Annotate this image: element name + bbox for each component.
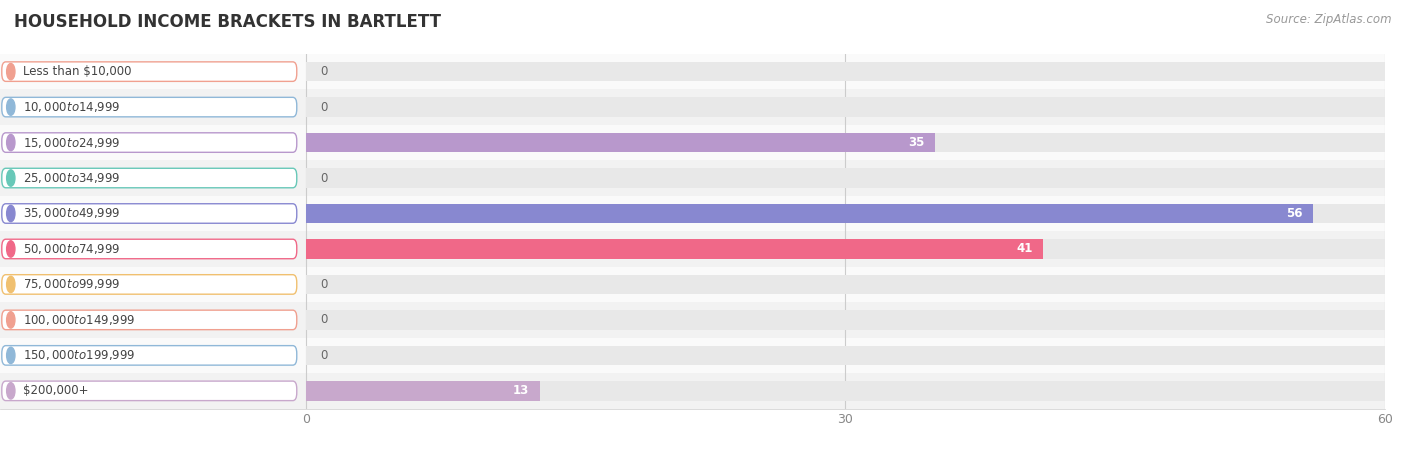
Circle shape bbox=[7, 241, 15, 257]
Bar bbox=[0, 373, 1385, 409]
Text: 0: 0 bbox=[321, 65, 328, 78]
Bar bbox=[0, 54, 1385, 89]
Bar bbox=[0, 125, 1385, 160]
Bar bbox=[0, 196, 1385, 231]
FancyBboxPatch shape bbox=[1, 204, 297, 223]
FancyBboxPatch shape bbox=[1, 346, 297, 365]
Text: $200,000+: $200,000+ bbox=[24, 384, 89, 397]
Text: 0: 0 bbox=[321, 101, 328, 114]
FancyBboxPatch shape bbox=[1, 62, 297, 81]
Bar bbox=[305, 381, 540, 401]
Bar bbox=[305, 346, 1385, 365]
Text: $100,000 to $149,999: $100,000 to $149,999 bbox=[24, 313, 136, 327]
Text: $25,000 to $34,999: $25,000 to $34,999 bbox=[24, 171, 121, 185]
Bar bbox=[305, 381, 1385, 401]
Text: 35: 35 bbox=[908, 136, 925, 149]
FancyBboxPatch shape bbox=[1, 97, 297, 117]
FancyBboxPatch shape bbox=[1, 239, 297, 259]
Circle shape bbox=[7, 99, 15, 115]
Bar bbox=[305, 275, 1385, 294]
Bar bbox=[0, 338, 1385, 373]
Bar bbox=[0, 231, 1385, 267]
Text: 0: 0 bbox=[321, 172, 328, 185]
Bar bbox=[305, 204, 1313, 223]
Circle shape bbox=[7, 205, 15, 222]
Bar bbox=[0, 267, 1385, 302]
FancyBboxPatch shape bbox=[1, 381, 297, 401]
Text: 0: 0 bbox=[321, 278, 328, 291]
Circle shape bbox=[7, 170, 15, 186]
Text: Less than $10,000: Less than $10,000 bbox=[24, 65, 132, 78]
FancyBboxPatch shape bbox=[1, 133, 297, 152]
Text: 0: 0 bbox=[321, 313, 328, 326]
FancyBboxPatch shape bbox=[1, 275, 297, 294]
Text: HOUSEHOLD INCOME BRACKETS IN BARTLETT: HOUSEHOLD INCOME BRACKETS IN BARTLETT bbox=[14, 13, 441, 31]
Text: Source: ZipAtlas.com: Source: ZipAtlas.com bbox=[1267, 13, 1392, 26]
Circle shape bbox=[7, 134, 15, 151]
Bar bbox=[0, 89, 1385, 125]
Text: $75,000 to $99,999: $75,000 to $99,999 bbox=[24, 277, 121, 291]
Bar bbox=[0, 302, 1385, 338]
Bar bbox=[305, 62, 1385, 81]
Bar bbox=[305, 133, 935, 152]
Text: $50,000 to $74,999: $50,000 to $74,999 bbox=[24, 242, 121, 256]
Text: 13: 13 bbox=[513, 384, 529, 397]
Circle shape bbox=[7, 276, 15, 293]
Circle shape bbox=[7, 312, 15, 328]
Bar bbox=[305, 133, 1385, 152]
Text: 56: 56 bbox=[1285, 207, 1302, 220]
Bar bbox=[305, 97, 1385, 117]
Bar bbox=[0, 160, 1385, 196]
Circle shape bbox=[7, 383, 15, 399]
Text: $150,000 to $199,999: $150,000 to $199,999 bbox=[24, 348, 136, 362]
FancyBboxPatch shape bbox=[1, 168, 297, 188]
Circle shape bbox=[7, 63, 15, 80]
Text: 0: 0 bbox=[321, 349, 328, 362]
Bar bbox=[305, 239, 1385, 259]
Text: 41: 41 bbox=[1017, 242, 1032, 255]
Circle shape bbox=[7, 347, 15, 364]
Bar bbox=[305, 204, 1385, 223]
FancyBboxPatch shape bbox=[1, 310, 297, 330]
Text: $15,000 to $24,999: $15,000 to $24,999 bbox=[24, 136, 121, 150]
Text: $10,000 to $14,999: $10,000 to $14,999 bbox=[24, 100, 121, 114]
Bar bbox=[305, 168, 1385, 188]
Bar bbox=[305, 310, 1385, 330]
Bar bbox=[305, 239, 1043, 259]
Text: $35,000 to $49,999: $35,000 to $49,999 bbox=[24, 207, 121, 220]
